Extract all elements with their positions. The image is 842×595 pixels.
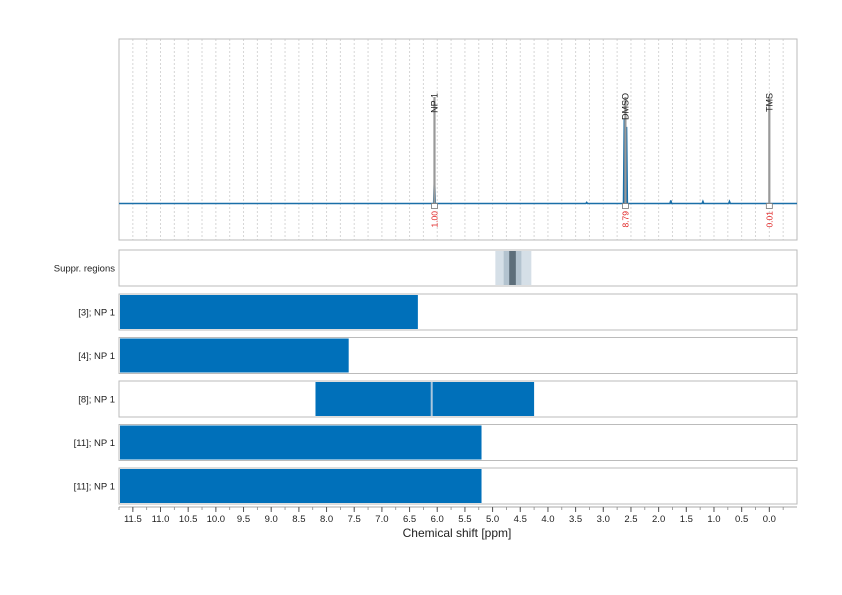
x-tick-label: 8.5: [292, 514, 305, 525]
x-tick-label: 5.5: [458, 514, 471, 525]
row-bar: [120, 295, 418, 329]
row-label: [4]; NP 1: [78, 351, 115, 362]
grid-lines: [118, 39, 784, 240]
row-label: [11]; NP 1: [74, 482, 115, 493]
region-rows: Suppr. regions [3]; NP 1 [4]; NP 1 [8]; NP …: [54, 249, 798, 505]
peak-label: DMSO: [620, 93, 630, 120]
row-bar: [315, 382, 535, 416]
x-tick-label: 9.5: [237, 514, 250, 525]
spectrum-panel: NP 1 1.00 DMSO 8.79 TMS 0.01: [118, 38, 798, 241]
row-label: [11]; NP 1: [74, 438, 115, 449]
suppressed-region: [509, 251, 516, 285]
x-tick-label: 8.0: [320, 514, 333, 525]
row-bar: [120, 469, 482, 503]
x-tick-label: 10.5: [179, 514, 198, 525]
row-label: [8]; NP 1: [78, 395, 115, 406]
peak-integral-value: 8.79: [620, 211, 630, 228]
x-tick-label: 7.0: [375, 514, 388, 525]
peak-integral-value: 0.01: [764, 211, 774, 228]
x-tick-label: 1.5: [680, 514, 693, 525]
x-tick-label: 0.5: [735, 514, 748, 525]
peak-integral-box: [765, 203, 773, 209]
peak-integral-box: [622, 203, 629, 209]
peak-integral-box: [431, 203, 438, 209]
x-tick-label: 2.5: [624, 514, 637, 525]
x-tick-label: 7.5: [348, 514, 361, 525]
x-tick-label: 11.0: [152, 514, 170, 525]
row-label: [3]; NP 1: [78, 308, 115, 319]
spectrum-line: [119, 118, 797, 205]
x-tick-label: 1.0: [707, 514, 720, 525]
x-axis-label: Chemical shift [ppm]: [403, 526, 512, 540]
x-tick-label: 10.0: [207, 514, 226, 525]
x-tick-label: 6.0: [431, 514, 444, 525]
x-tick-label: 6.5: [403, 514, 416, 525]
peak-integral-value: 1.00: [429, 211, 439, 228]
x-axis: 11.5 11.0 10.5 10.0 9.5 9.0 8.5 8.0 7.5 7.0 6.5 6.0…: [118, 506, 797, 525]
row-bar: [120, 425, 482, 460]
x-tick-label: 4.5: [514, 514, 527, 525]
x-tick-label: 9.0: [265, 514, 278, 525]
row-bar: [120, 338, 349, 373]
suppr-regions-label: Suppr. regions: [54, 264, 116, 275]
peak-label: NP 1: [429, 93, 439, 113]
x-tick-label: 3.0: [597, 514, 610, 525]
x-tick-label: 3.5: [569, 514, 582, 525]
x-tick-label: 5.0: [486, 514, 499, 525]
x-tick-label: 4.0: [541, 514, 554, 525]
x-tick-label: 0.0: [763, 514, 776, 525]
spectrum-frame: [118, 38, 798, 241]
x-tick-label: 11.5: [124, 514, 142, 525]
suppr-regions-frame: [118, 249, 798, 287]
x-tick-label: 2.0: [652, 514, 665, 525]
peak-label: TMS: [764, 93, 774, 112]
